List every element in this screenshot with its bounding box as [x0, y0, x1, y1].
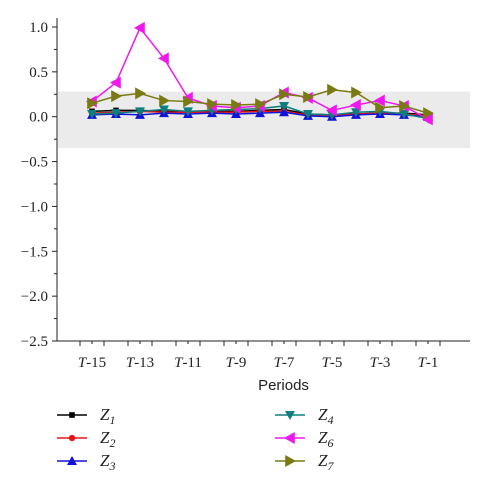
shaded-band: [58, 91, 470, 149]
x-tick-label: T-11: [174, 355, 202, 371]
point-z7: [207, 98, 218, 111]
point-z7: [87, 97, 98, 110]
y-tick-label: 0.0: [29, 110, 48, 126]
x-tick-label: T-7: [274, 355, 295, 371]
point-z4: [351, 108, 361, 118]
y-tick-label: 1.0: [29, 20, 48, 36]
point-z4: [303, 110, 313, 120]
legend-marker-z2: [68, 434, 76, 442]
x-tick-label: T-13: [126, 355, 154, 371]
y-tick-label: −2.5: [21, 334, 48, 350]
legend-marker-z1: [69, 412, 75, 418]
point-z7: [135, 87, 146, 100]
point-z4: [399, 110, 409, 120]
point-z6: [374, 94, 385, 107]
legend-marker-z7: [285, 455, 296, 467]
point-z4: [159, 105, 169, 115]
point-z6: [422, 113, 433, 126]
point-z4: [111, 109, 121, 119]
point-z7: [327, 83, 338, 96]
y-tick-label: 0.5: [29, 65, 48, 81]
point-z7: [255, 98, 266, 111]
point-z7: [159, 94, 170, 107]
point-z7: [375, 101, 386, 114]
legend-label-z3: Z3: [100, 451, 115, 473]
legend-marker-z4: [285, 411, 295, 420]
point-z7: [279, 88, 290, 101]
x-tick-label: T-1: [418, 355, 439, 371]
point-z4: [87, 110, 97, 120]
x-axis-title: Periods: [258, 377, 309, 394]
x-tick-label: T-9: [226, 355, 247, 371]
legend-label-z4: Z4: [318, 405, 333, 427]
point-z6: [350, 99, 361, 112]
x-tick-label: T-5: [322, 355, 343, 371]
legend-marker-z6: [284, 432, 295, 444]
plot-area: [58, 21, 470, 149]
point-z4: [183, 107, 193, 117]
point-z6: [110, 76, 121, 89]
point-z7: [303, 90, 314, 103]
x-tick-label: T-3: [370, 355, 391, 371]
legend-label-z6: Z6: [318, 428, 333, 450]
legend-label-z7: Z7: [318, 451, 334, 473]
point-z6: [134, 21, 145, 34]
point-z7: [399, 99, 410, 112]
legend-label-z1: Z1: [100, 405, 115, 427]
point-z7: [183, 95, 194, 108]
point-z6: [326, 104, 337, 117]
y-tick-label: −2.0: [21, 289, 48, 305]
y-tick-label: −0.5: [21, 155, 48, 171]
axes: 1.0 0.5 0.0 −0.5 −1.0 −1.5 −2.0 −2.5 T-15 T-13 T-1…: [21, 18, 470, 394]
point-z4: [135, 107, 145, 117]
legend-marker-z3: [67, 456, 77, 465]
point-z4: [279, 101, 289, 111]
x-tick-label: T-15: [78, 355, 106, 371]
legend-label-z2: Z2: [100, 428, 115, 450]
point-z3: [279, 107, 289, 117]
point-z7: [231, 99, 242, 112]
y-tick-label: −1.0: [21, 199, 48, 215]
point-z7: [423, 107, 434, 120]
point-z6: [158, 52, 169, 65]
point-z7: [351, 86, 362, 99]
point-z7: [111, 90, 122, 103]
y-tick-label: −1.5: [21, 244, 48, 260]
